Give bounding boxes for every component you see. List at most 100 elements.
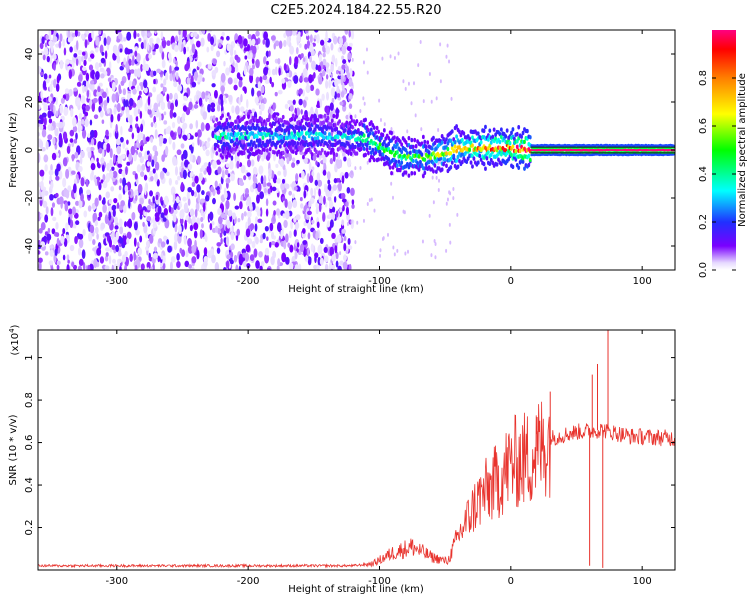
signal-cell [432,135,435,141]
noise-speck [137,133,142,141]
noise-speck [299,43,302,48]
noise-speck [346,186,351,194]
signal-cell [355,151,359,156]
noise-speck [186,34,190,41]
noise-speck [278,67,281,76]
noise-speck [231,225,235,233]
noise-speck [186,46,190,52]
signal-cell [290,116,294,122]
noise-speck [316,33,320,44]
signal-cell [515,144,519,150]
noise-speck [123,57,127,65]
noise-speck [134,189,139,198]
noise-speck [318,188,321,197]
noise-speck [78,125,83,131]
noise-speck [177,126,182,135]
signal-cell [515,131,519,137]
noise-speck [203,145,206,151]
noise-speck [356,220,359,225]
noise-speck [199,167,203,173]
noise-speck [257,218,263,223]
noise-speck [255,58,260,69]
noise-speck [326,107,330,116]
noise-speck [201,223,204,229]
noise-speck [71,32,76,38]
noise-speck [345,65,349,74]
signal-cell [456,154,460,160]
signal-cell [413,171,417,176]
noise-speck [173,202,178,211]
noise-speck [229,160,234,170]
noise-speck [310,42,314,52]
noise-speck [238,76,243,82]
noise-speck [71,206,76,216]
noise-speck [335,260,339,268]
signal-cell [455,158,458,163]
signal-cell [280,127,284,133]
noise-speck [191,81,197,88]
noise-speck [275,208,281,216]
noise-speck [48,96,52,103]
noise-speck [434,241,437,246]
signal-cell [313,136,317,141]
noise-speck [50,163,53,172]
noise-speck [437,188,440,193]
noise-speck [298,88,303,95]
noise-speck [172,192,176,203]
noise-speck [340,91,345,98]
noise-speck [77,247,82,256]
noise-speck [199,139,202,147]
noise-speck [428,213,431,218]
noise-speck [333,196,337,203]
noise-speck [230,66,236,74]
noise-speck [386,232,389,237]
noise-speck [74,151,79,159]
signal-cell [449,151,453,156]
noise-speck [329,102,334,111]
noise-speck [43,103,49,112]
noise-speck [210,107,216,113]
noise-speck [249,73,254,84]
noise-speck [370,197,373,202]
noise-speck [80,33,85,40]
noise-speck [119,65,124,71]
noise-speck [40,180,44,191]
noise-speck [78,165,83,172]
noise-speck [163,168,168,174]
noise-speck [117,30,122,33]
signal-cell [489,152,493,158]
noise-speck [318,54,322,63]
noise-speck [116,145,122,155]
noise-speck [299,196,303,202]
noise-speck [62,131,68,141]
noise-speck [139,156,144,164]
noise-speck [41,112,47,118]
noise-speck [105,252,109,257]
signal-cell [319,151,323,156]
signal-cell [231,147,235,152]
noise-speck [265,38,270,48]
signal-cell [423,157,427,162]
noise-speck [310,187,314,197]
noise-speck [174,99,178,107]
y-tick-label: 0.4 [24,477,35,493]
signal-cell [242,150,246,156]
noise-speck [42,200,48,208]
noise-speck [122,234,125,245]
snr-y-label: SNR (10 * v/v) [8,414,19,485]
noise-speck [366,70,369,75]
noise-speck [155,194,159,201]
noise-speck [100,57,106,64]
noise-speck [437,128,440,133]
signal-cell [430,146,434,151]
noise-speck [70,108,74,118]
noise-speck [165,145,169,156]
noise-speck [156,179,160,187]
noise-speck [106,108,110,114]
noise-speck [238,265,242,270]
noise-speck [262,39,266,45]
noise-speck [346,221,349,226]
noise-speck [97,216,101,221]
noise-speck [339,101,344,106]
